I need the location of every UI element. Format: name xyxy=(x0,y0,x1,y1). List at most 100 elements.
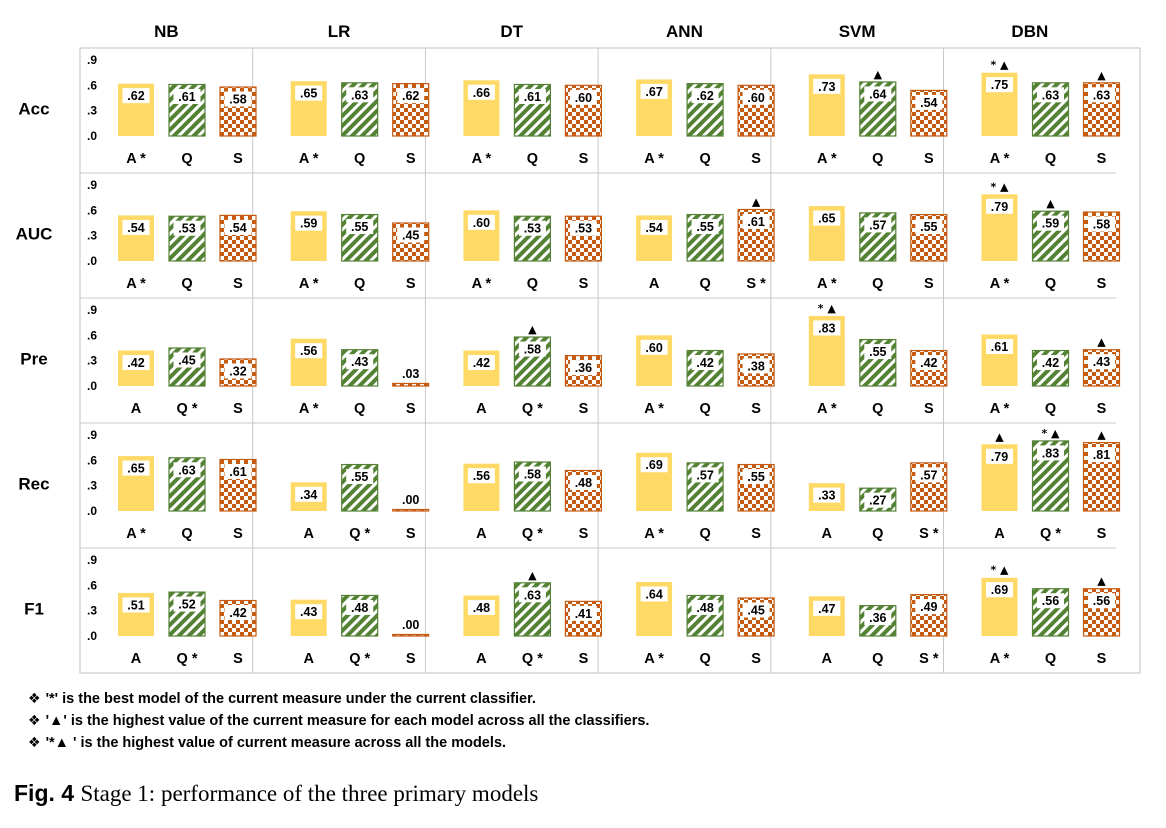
category-label: S xyxy=(579,526,589,542)
data-label-box xyxy=(986,77,1013,93)
data-label-box xyxy=(640,457,668,473)
data-label-box xyxy=(397,617,425,632)
data-label: .55 xyxy=(747,470,764,484)
data-label: .38 xyxy=(747,359,764,373)
data-label-box xyxy=(518,220,546,236)
bar-annotation-mark: ▲ xyxy=(528,569,537,582)
category-label: Q * xyxy=(349,526,370,542)
classifier-header: DT xyxy=(500,22,523,41)
category-label: A * xyxy=(644,526,664,542)
category-label: S xyxy=(751,526,761,542)
data-label: .63 xyxy=(351,88,368,102)
data-label-box xyxy=(1037,215,1064,231)
data-label-box xyxy=(173,220,201,236)
category-label: A xyxy=(476,401,487,417)
data-label: .58 xyxy=(524,468,541,482)
category-label: A * xyxy=(990,651,1010,667)
data-label: .64 xyxy=(869,87,886,101)
data-label-box xyxy=(915,599,943,615)
data-label-box xyxy=(173,352,201,368)
data-label: .43 xyxy=(351,355,368,369)
bar-annotation-mark: ▲ xyxy=(752,195,761,208)
category-label: A xyxy=(822,526,833,542)
data-label: .00 xyxy=(402,493,419,507)
y-tick-label: .9 xyxy=(87,53,97,67)
data-label-box xyxy=(640,219,668,235)
y-tick-label: .0 xyxy=(87,629,97,643)
data-label: .69 xyxy=(645,458,662,472)
data-label: .42 xyxy=(696,356,713,370)
y-tick-label: .0 xyxy=(87,254,97,268)
data-label: .52 xyxy=(178,598,195,612)
data-label-box xyxy=(742,89,770,105)
bar-S xyxy=(392,633,430,637)
category-label: A * xyxy=(644,651,664,667)
data-label-box xyxy=(864,86,892,102)
data-label: .61 xyxy=(991,340,1008,354)
category-label: A xyxy=(822,651,833,667)
category-label: Q xyxy=(872,151,883,167)
data-label-box xyxy=(224,219,252,235)
category-label: Q xyxy=(527,151,538,167)
caption-label: Fig. 4 xyxy=(14,780,75,806)
data-label: .48 xyxy=(575,476,592,490)
legend-bullet-icon: ❖ xyxy=(28,712,41,728)
category-label: S xyxy=(579,151,589,167)
data-label-box xyxy=(346,219,374,235)
data-label: .42 xyxy=(473,356,490,370)
data-label-box xyxy=(569,360,597,376)
data-label-box xyxy=(691,599,719,615)
data-label: .33 xyxy=(818,489,835,503)
legend-note-text: '*' is the best model of the current mea… xyxy=(45,691,536,707)
data-label: .57 xyxy=(920,468,937,482)
category-label: Q * xyxy=(177,651,198,667)
data-label-box xyxy=(122,597,150,613)
data-label: .36 xyxy=(869,611,886,625)
data-label: .43 xyxy=(300,605,317,619)
category-label: A * xyxy=(990,276,1010,292)
caption-text: Stage 1: performance of the three primar… xyxy=(80,781,539,806)
data-label: .36 xyxy=(575,361,592,375)
data-label-box xyxy=(122,460,150,476)
data-label: .56 xyxy=(1042,594,1059,608)
category-label: S xyxy=(406,151,416,167)
data-label-box xyxy=(1088,447,1115,463)
data-label: .48 xyxy=(351,601,368,615)
data-label-box xyxy=(691,467,719,483)
data-label-box xyxy=(915,467,943,483)
category-label: S xyxy=(233,401,243,417)
bar-annotation-mark: ▲ xyxy=(1097,429,1106,442)
data-label: .61 xyxy=(178,90,195,104)
data-label: .59 xyxy=(1042,217,1059,231)
y-tick-label: .0 xyxy=(87,504,97,518)
y-tick-label: .6 xyxy=(87,203,97,217)
category-label: Q xyxy=(181,151,192,167)
data-label: .65 xyxy=(127,462,144,476)
data-label-box xyxy=(986,338,1013,354)
classifier-header: NB xyxy=(154,22,179,41)
legend-bullet-icon: ❖ xyxy=(28,690,41,706)
y-tick-label: .6 xyxy=(87,78,97,92)
data-label: .43 xyxy=(1093,355,1110,369)
data-label-box xyxy=(1088,87,1115,103)
category-label: Q xyxy=(699,276,710,292)
category-label: A xyxy=(131,651,142,667)
data-label: .65 xyxy=(818,212,835,226)
y-tick-label: .9 xyxy=(87,428,97,442)
category-label: Q xyxy=(1045,651,1056,667)
data-label: .42 xyxy=(127,356,144,370)
bar-S xyxy=(392,382,430,387)
category-label: S xyxy=(406,401,416,417)
data-label-box xyxy=(813,600,841,616)
data-label: .53 xyxy=(524,222,541,236)
data-label-box xyxy=(864,610,892,626)
category-label: S xyxy=(751,151,761,167)
bar-annotation-mark: ▲ xyxy=(1097,575,1106,588)
bar-annotation-mark: ▲ xyxy=(1097,69,1106,82)
data-label: .34 xyxy=(300,488,317,502)
category-label: S xyxy=(406,526,416,542)
category-label: S xyxy=(924,401,934,417)
data-label-box xyxy=(864,217,892,233)
data-label-box xyxy=(397,365,425,381)
data-label-box xyxy=(346,87,374,103)
